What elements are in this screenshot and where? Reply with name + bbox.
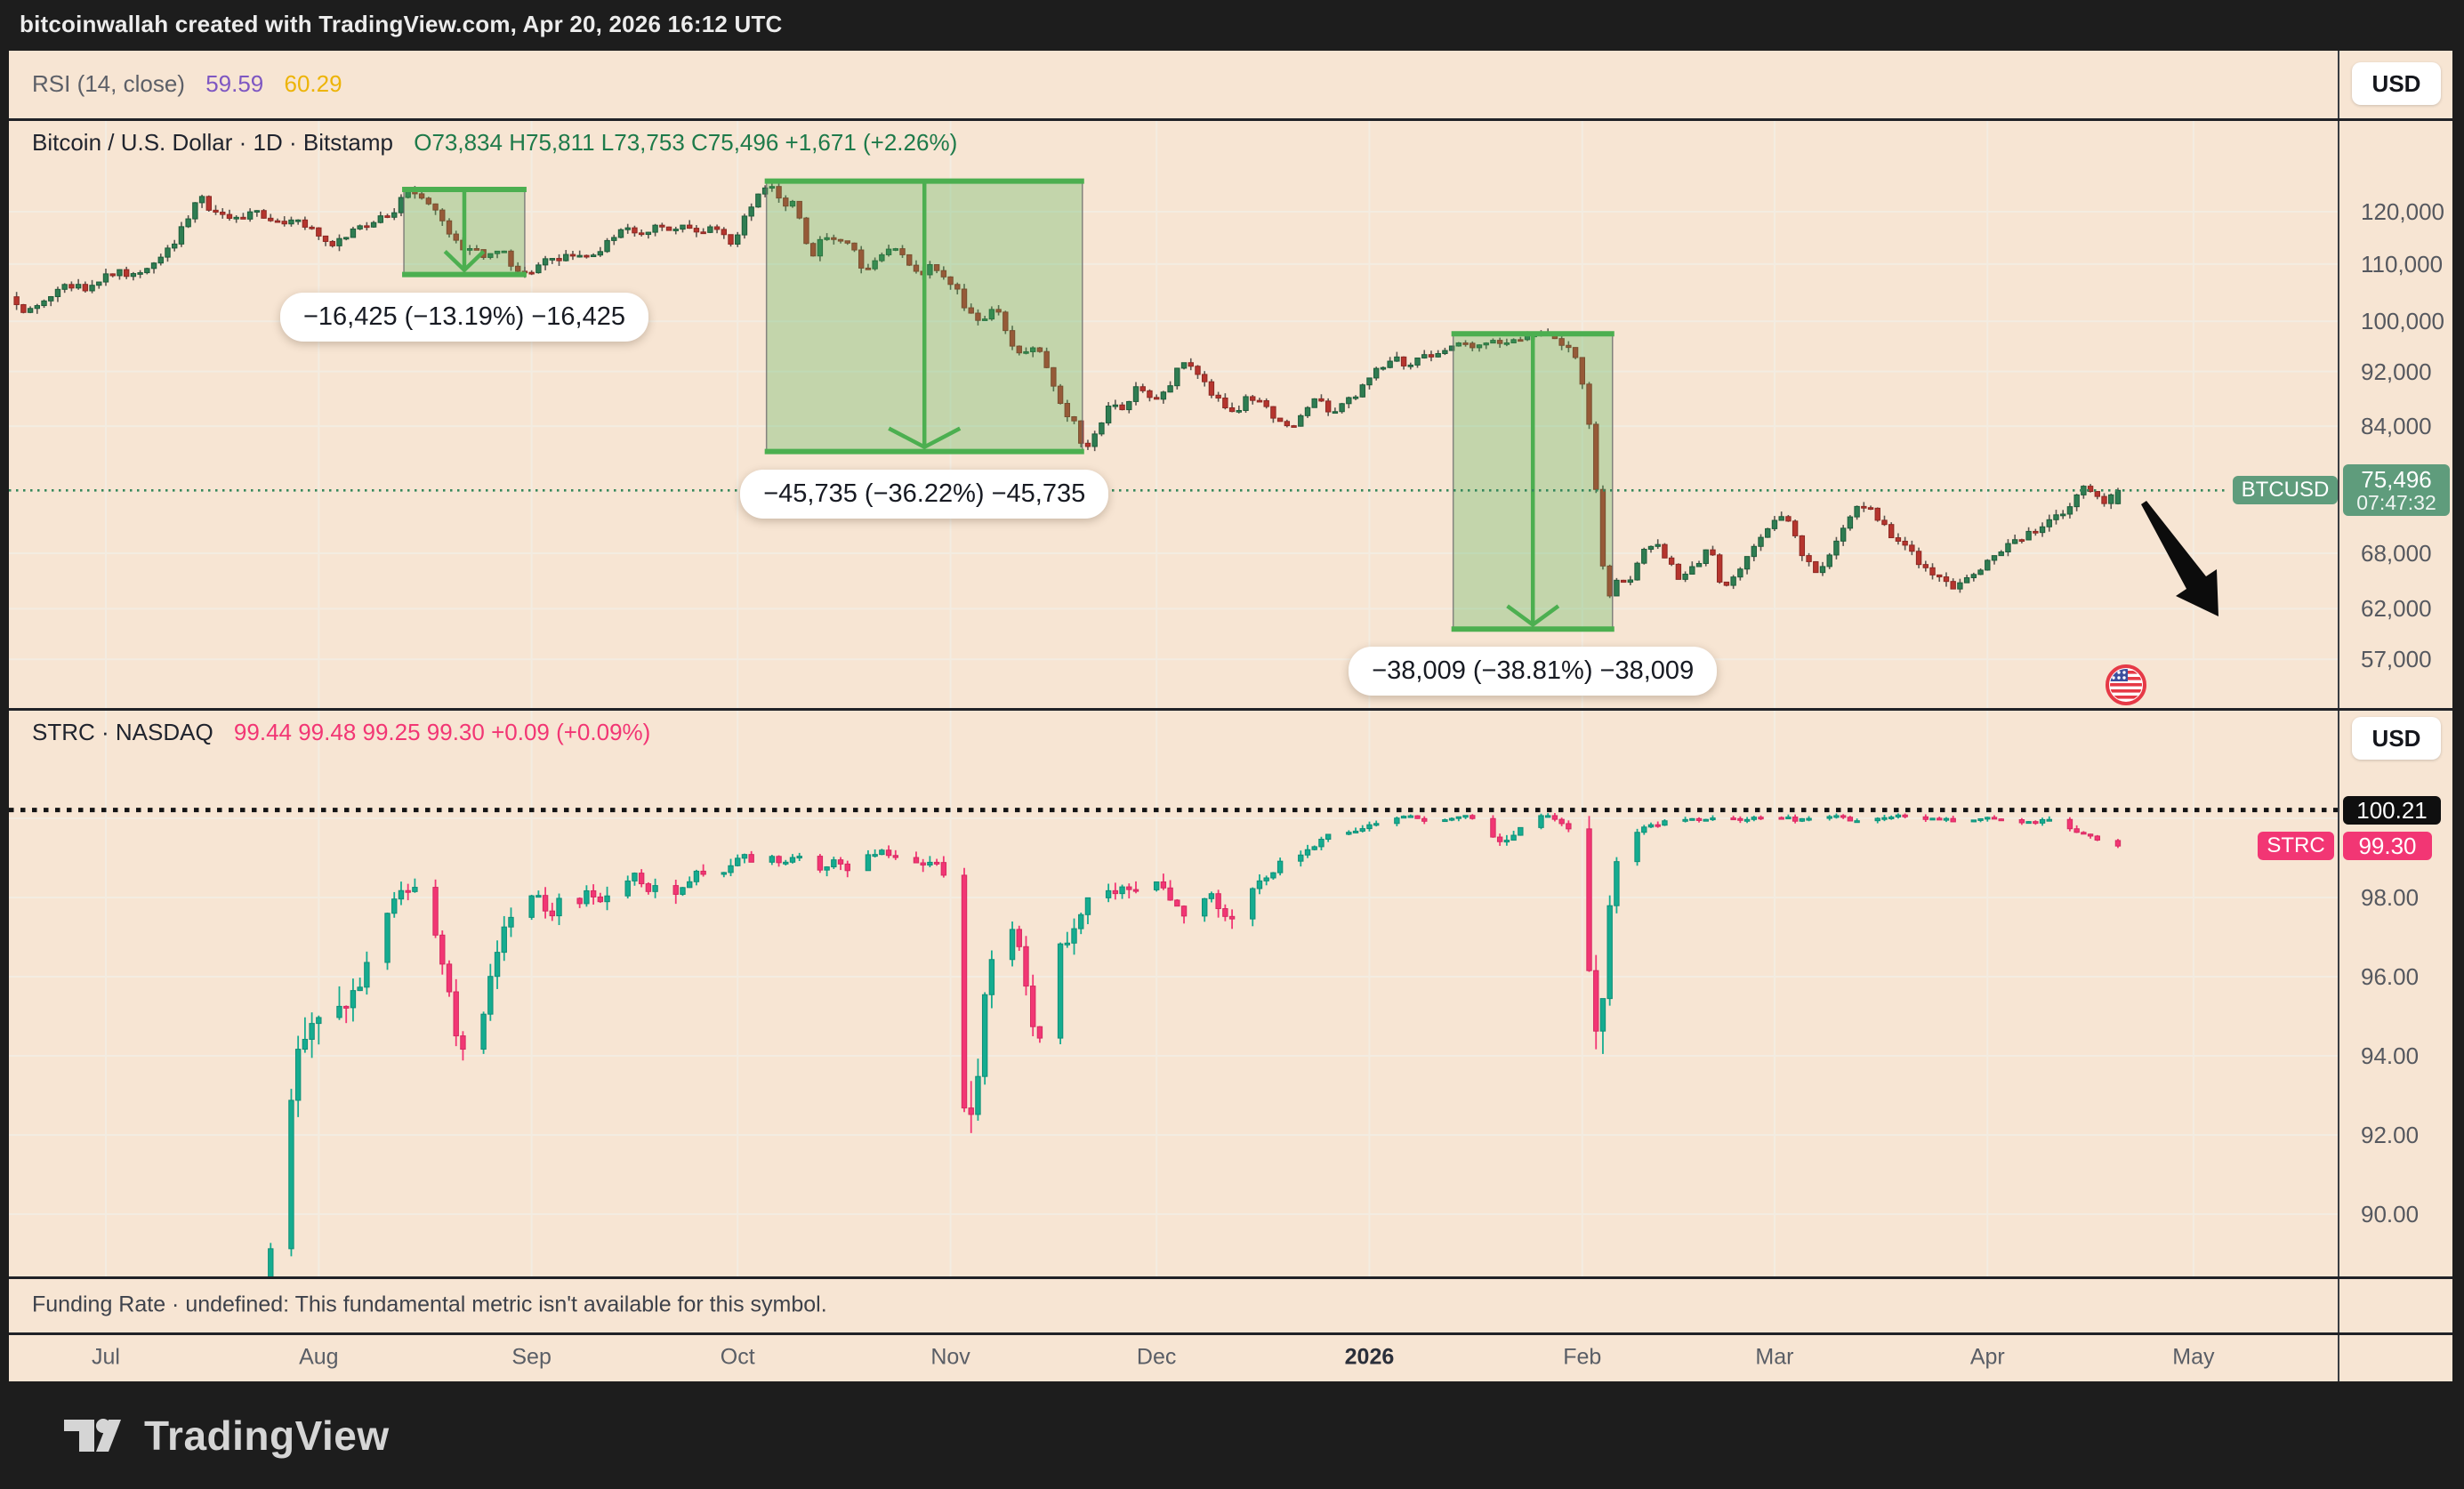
chart-frame: RSI (14, close) 59.59 60.29 Bitcoin / U.… bbox=[9, 51, 2452, 1381]
time-axis-label-jul: Jul bbox=[92, 1344, 120, 1369]
strc-dotted-level-value: 100.21 bbox=[2356, 796, 2428, 824]
measurement-box-1[interactable] bbox=[402, 186, 527, 278]
btc-price-tick: 110,000 bbox=[2361, 250, 2444, 278]
strc-candlestick-chart[interactable] bbox=[9, 708, 2338, 1276]
arrow-drawing[interactable] bbox=[2141, 501, 2218, 616]
strc-tag-text: STRC bbox=[2267, 833, 2325, 858]
measurement-label-2[interactable]: −45,735 (−36.22%) −45,735 bbox=[740, 469, 1109, 519]
btc-price-tick: 57,000 bbox=[2361, 646, 2432, 673]
attribution-bar: bitcoinwallah created with TradingView.c… bbox=[0, 0, 2464, 51]
strc-currency-button[interactable]: USD bbox=[2352, 717, 2441, 760]
btc-chart-panel[interactable]: Bitcoin / U.S. Dollar · 1D · Bitstamp O7… bbox=[9, 118, 2338, 708]
btcusd-tag-text: BTCUSD bbox=[2241, 478, 2330, 503]
strc-ohlc-values: 99.44 99.48 99.25 99.30 +0.09 (+0.09%) bbox=[233, 719, 651, 745]
btc-price-tick: 84,000 bbox=[2361, 413, 2432, 440]
panel-divider[interactable] bbox=[9, 1276, 2452, 1279]
panel-divider[interactable] bbox=[9, 118, 2452, 121]
strc-symbol-title: STRC · NASDAQ bbox=[32, 719, 213, 745]
strc-price-tick: 98.00 bbox=[2361, 884, 2420, 911]
rsi-panel[interactable]: RSI (14, close) 59.59 60.29 bbox=[9, 51, 2338, 118]
attribution-text: bitcoinwallah created with TradingView.c… bbox=[20, 11, 783, 37]
time-axis-label-sep: Sep bbox=[511, 1344, 552, 1369]
btc-price-tick: 100,000 bbox=[2361, 308, 2444, 335]
footer: TradingView bbox=[0, 1381, 2464, 1489]
btc-price-tick: 120,000 bbox=[2361, 198, 2444, 225]
strc-price-tick: 92.00 bbox=[2361, 1122, 2420, 1148]
time-axis[interactable]: Jul Aug Sep Oct Nov Dec 2026 Feb Mar Apr May bbox=[9, 1332, 2452, 1381]
tradingview-logo-text: TradingView bbox=[144, 1412, 390, 1459]
strc-last-price-value: 99.30 bbox=[2358, 833, 2417, 860]
rsi-value-main: 59.59 bbox=[205, 70, 264, 97]
measurement-box-3[interactable] bbox=[1451, 331, 1614, 632]
time-axis-label-dec: Dec bbox=[1136, 1344, 1177, 1369]
price-axis[interactable]: USD USD 75,496 07:47:32 100.21 99.30 120… bbox=[2338, 51, 2452, 1381]
rsi-value-secondary: 60.29 bbox=[284, 70, 342, 97]
btcusd-price-line-tag: BTCUSD bbox=[2233, 476, 2338, 505]
panel-divider[interactable] bbox=[9, 708, 2452, 711]
measurement-label-3[interactable]: −38,009 (−38.81%) −38,009 bbox=[1349, 647, 1718, 696]
btc-legend: Bitcoin / U.S. Dollar · 1D · Bitstamp O7… bbox=[32, 129, 957, 157]
strc-price-line-tag: STRC bbox=[2258, 832, 2334, 861]
btc-ohlc-values: O73,834 H75,811 L73,753 C75,496 +1,671 (… bbox=[414, 129, 958, 156]
time-axis-divider bbox=[9, 1332, 2452, 1335]
btc-symbol-title: Bitcoin / U.S. Dollar · 1D · Bitstamp bbox=[32, 129, 393, 156]
btc-currency-button[interactable]: USD bbox=[2352, 62, 2441, 105]
time-axis-label-2026: 2026 bbox=[1344, 1344, 1395, 1369]
time-axis-label-aug: Aug bbox=[299, 1344, 339, 1369]
time-axis-label-nov: Nov bbox=[930, 1344, 970, 1369]
time-axis-label-apr: Apr bbox=[1969, 1344, 2005, 1369]
strc-last-price-label: 99.30 bbox=[2343, 832, 2432, 861]
time-axis-label-feb: Feb bbox=[1563, 1344, 1602, 1369]
btc-countdown: 07:47:32 bbox=[2356, 490, 2436, 514]
btc-price-tick: 68,000 bbox=[2361, 539, 2432, 567]
rsi-legend: RSI (14, close) 59.59 60.29 bbox=[32, 70, 342, 98]
btc-last-price-label: 75,496 07:47:32 bbox=[2343, 464, 2450, 517]
measurement-box-2[interactable] bbox=[764, 178, 1084, 455]
funding-rate-message: Funding Rate · undefined: This fundament… bbox=[32, 1292, 827, 1316]
time-axis-label-mar: Mar bbox=[1755, 1344, 1794, 1369]
tradingview-brand: TradingView bbox=[64, 1412, 390, 1460]
strc-chart-panel[interactable]: STRC · NASDAQ 99.44 99.48 99.25 99.30 +0… bbox=[9, 708, 2338, 1276]
btc-price-tick: 92,000 bbox=[2361, 358, 2432, 385]
tradingview-logo-icon bbox=[64, 1418, 121, 1452]
strc-price-tick: 96.00 bbox=[2361, 963, 2420, 990]
strc-price-tick: 90.00 bbox=[2361, 1201, 2420, 1227]
funding-rate-panel: Funding Rate · undefined: This fundament… bbox=[9, 1276, 2338, 1332]
btc-candlestick-chart[interactable] bbox=[9, 118, 2338, 708]
time-axis-label-may: May bbox=[2172, 1344, 2215, 1369]
rsi-indicator-label: RSI (14, close) bbox=[32, 70, 185, 97]
strc-legend: STRC · NASDAQ 99.44 99.48 99.25 99.30 +0… bbox=[32, 719, 650, 746]
btc-last-price-value: 75,496 bbox=[2361, 465, 2432, 493]
time-axis-label-oct: Oct bbox=[720, 1344, 755, 1369]
measurement-label-1[interactable]: −16,425 (−13.19%) −16,425 bbox=[279, 292, 648, 342]
strc-dotted-level-label: 100.21 bbox=[2343, 795, 2441, 825]
btc-price-tick: 62,000 bbox=[2361, 595, 2432, 623]
strc-price-tick: 94.00 bbox=[2361, 1042, 2420, 1069]
